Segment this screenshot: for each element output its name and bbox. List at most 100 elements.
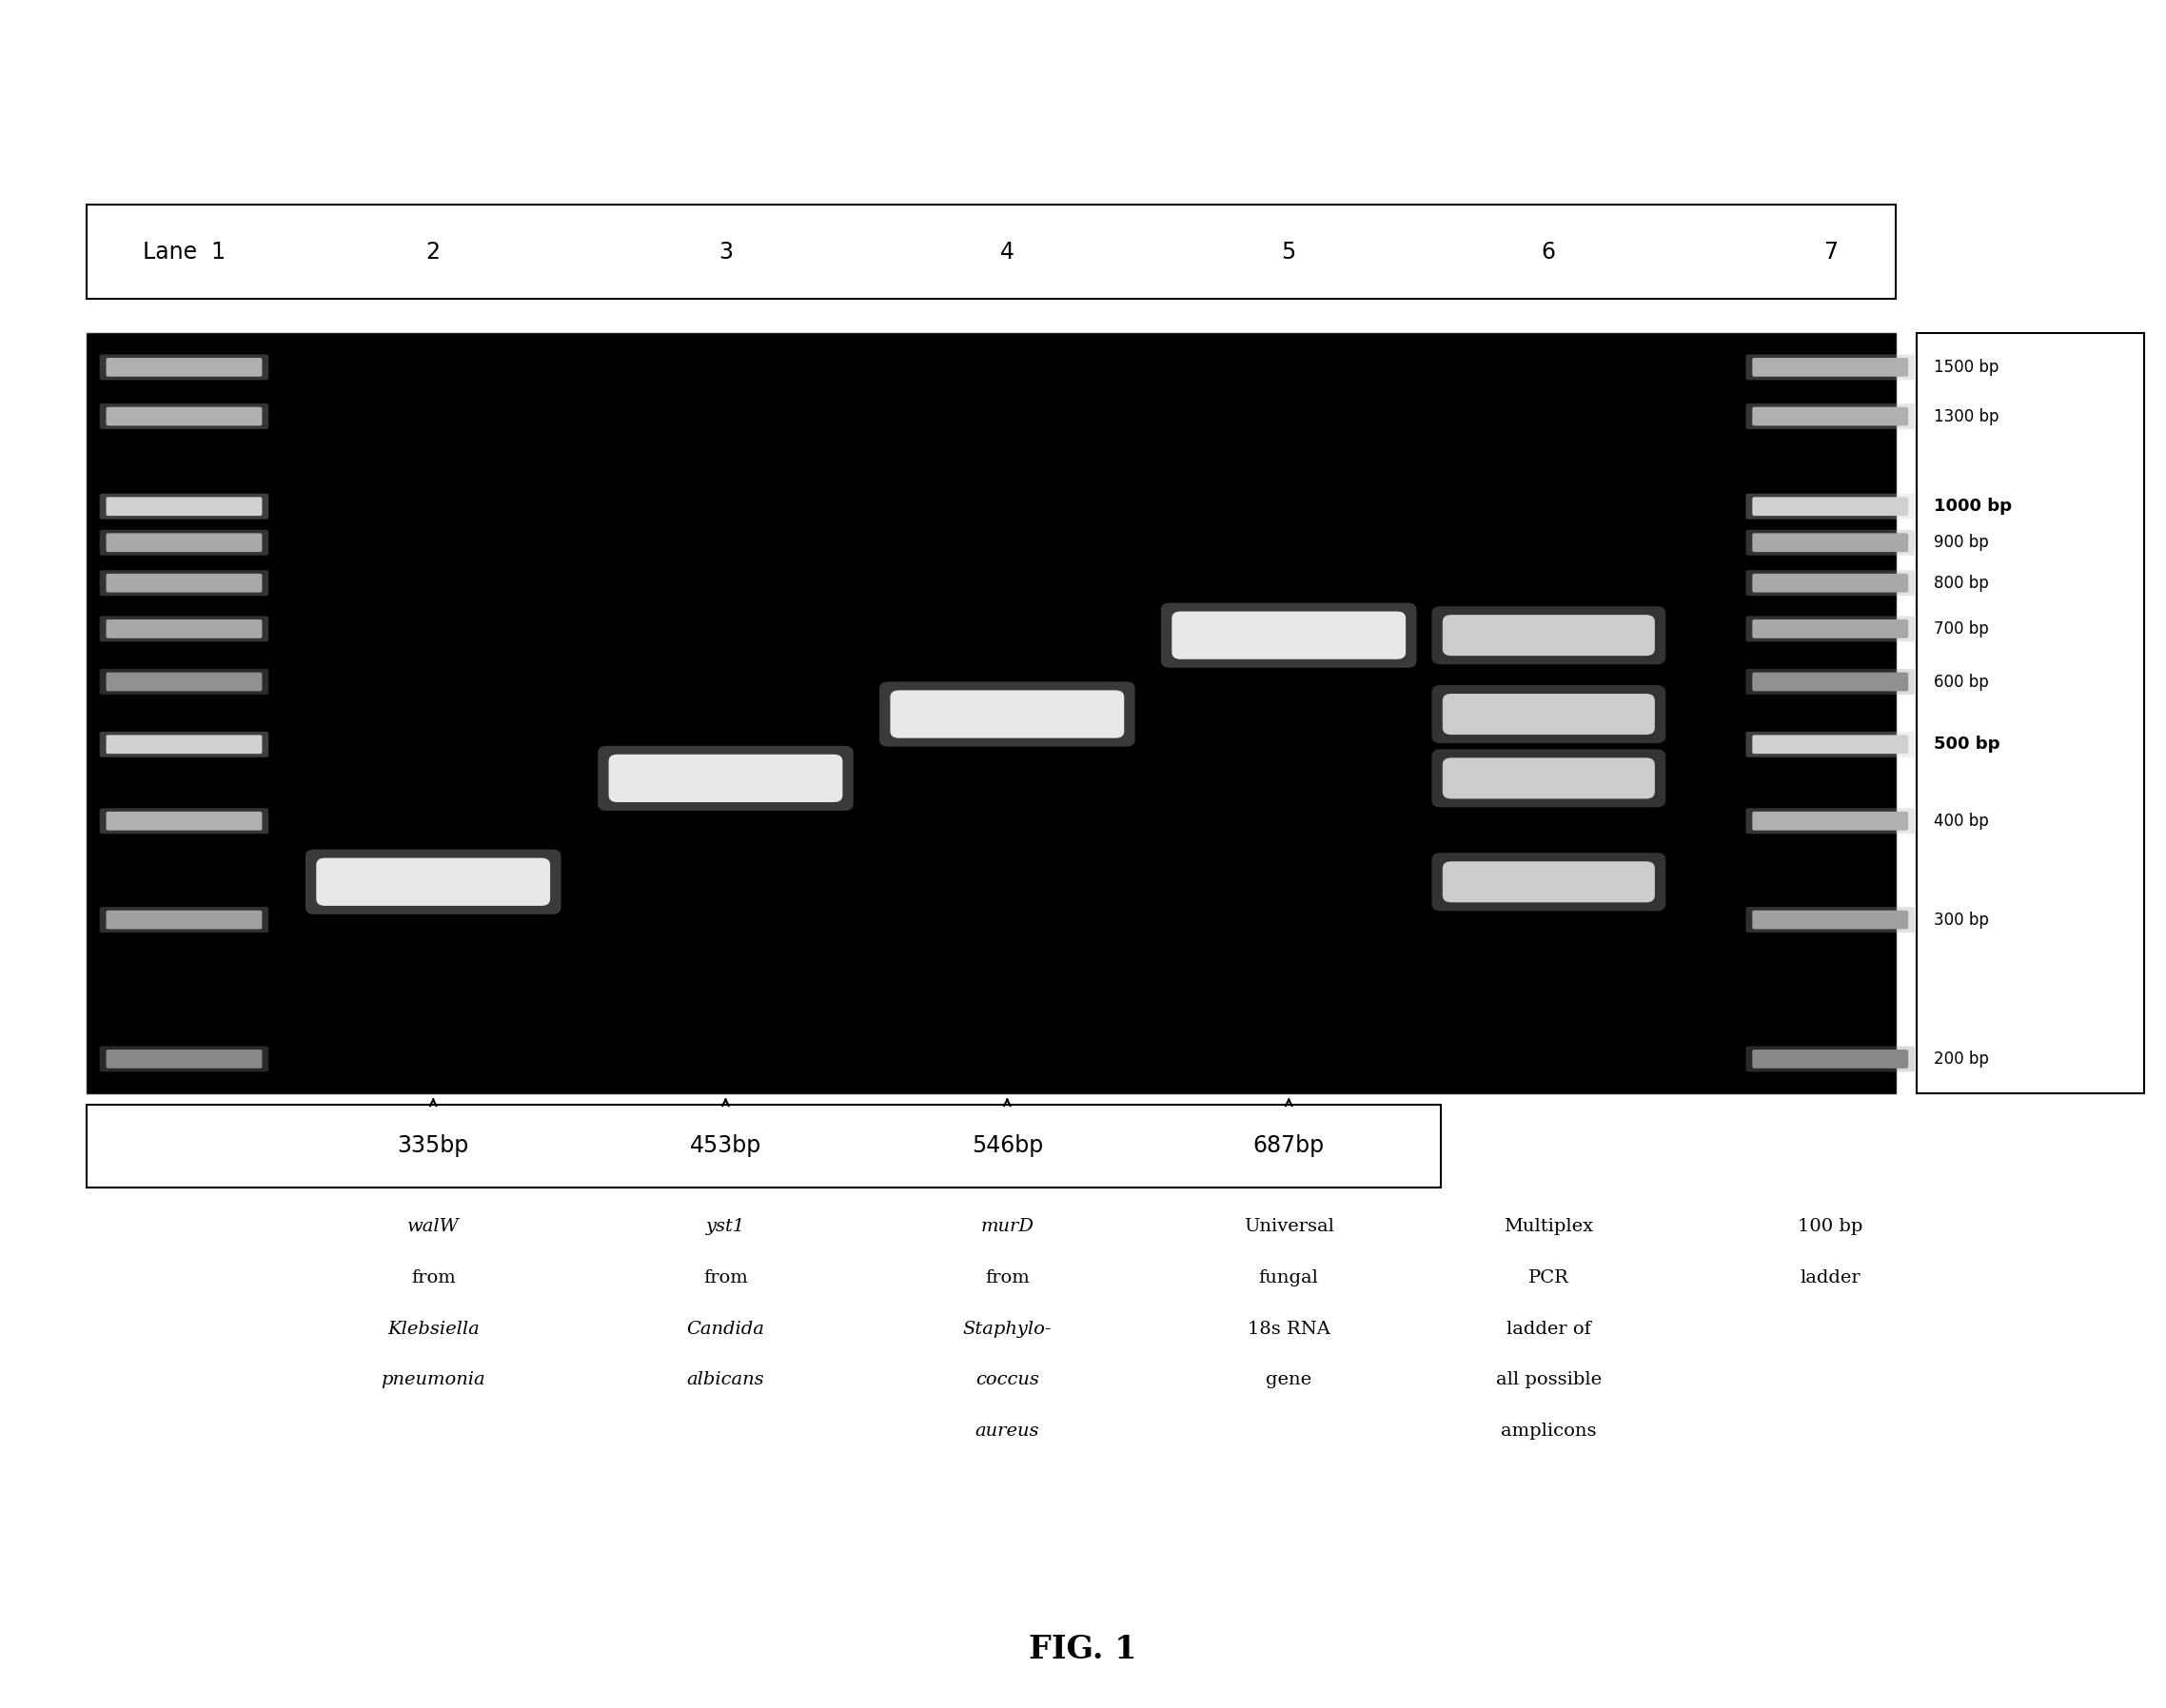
- FancyBboxPatch shape: [106, 811, 262, 830]
- FancyBboxPatch shape: [1432, 606, 1666, 664]
- FancyBboxPatch shape: [106, 673, 262, 692]
- Text: 400 bp: 400 bp: [1934, 813, 1988, 830]
- FancyBboxPatch shape: [106, 910, 262, 929]
- Text: 800 bp: 800 bp: [1934, 574, 1988, 591]
- Text: amplicons: amplicons: [1501, 1423, 1596, 1440]
- FancyBboxPatch shape: [106, 734, 262, 753]
- FancyBboxPatch shape: [100, 570, 269, 596]
- Text: FIG. 1: FIG. 1: [1029, 1635, 1137, 1665]
- FancyBboxPatch shape: [1432, 852, 1666, 910]
- Text: 700 bp: 700 bp: [1934, 620, 1988, 637]
- FancyBboxPatch shape: [106, 574, 262, 593]
- Text: yst1: yst1: [706, 1218, 745, 1235]
- FancyBboxPatch shape: [879, 681, 1135, 746]
- FancyBboxPatch shape: [1432, 685, 1666, 743]
- FancyBboxPatch shape: [100, 731, 269, 757]
- FancyBboxPatch shape: [106, 1049, 262, 1069]
- FancyBboxPatch shape: [1746, 617, 1915, 642]
- FancyBboxPatch shape: [100, 354, 269, 379]
- Text: 1000 bp: 1000 bp: [1934, 497, 2012, 516]
- Text: 6: 6: [1542, 241, 1555, 263]
- FancyBboxPatch shape: [1746, 403, 1915, 429]
- Text: 335bp: 335bp: [396, 1134, 470, 1158]
- Text: 18s RNA: 18s RNA: [1248, 1320, 1330, 1337]
- FancyBboxPatch shape: [1752, 811, 1908, 830]
- Text: 2: 2: [427, 241, 440, 263]
- Text: fungal: fungal: [1258, 1269, 1319, 1286]
- Text: 1300 bp: 1300 bp: [1934, 408, 1999, 425]
- Text: 546bp: 546bp: [970, 1134, 1044, 1158]
- FancyBboxPatch shape: [1752, 407, 1908, 425]
- FancyBboxPatch shape: [1752, 533, 1908, 552]
- FancyBboxPatch shape: [106, 620, 262, 639]
- Text: 300 bp: 300 bp: [1934, 910, 1988, 929]
- FancyBboxPatch shape: [106, 497, 262, 516]
- FancyBboxPatch shape: [1432, 750, 1666, 808]
- FancyBboxPatch shape: [1752, 357, 1908, 376]
- FancyBboxPatch shape: [1443, 693, 1655, 734]
- FancyBboxPatch shape: [1443, 758, 1655, 799]
- FancyBboxPatch shape: [100, 494, 269, 519]
- Text: 500 bp: 500 bp: [1934, 736, 2001, 753]
- Text: ladder: ladder: [1800, 1269, 1861, 1286]
- FancyBboxPatch shape: [1746, 731, 1915, 757]
- FancyBboxPatch shape: [106, 357, 262, 376]
- Text: Multiplex: Multiplex: [1503, 1218, 1594, 1235]
- FancyBboxPatch shape: [598, 746, 853, 811]
- Text: 5: 5: [1282, 241, 1295, 263]
- Text: walW: walW: [407, 1218, 459, 1235]
- Text: Lane  1: Lane 1: [143, 241, 225, 263]
- Text: albicans: albicans: [687, 1372, 765, 1389]
- FancyBboxPatch shape: [1752, 673, 1908, 692]
- Text: ladder of: ladder of: [1505, 1320, 1592, 1337]
- Text: coccus: coccus: [975, 1372, 1040, 1389]
- FancyBboxPatch shape: [1746, 808, 1915, 834]
- FancyBboxPatch shape: [87, 205, 1895, 299]
- Text: murD: murD: [981, 1218, 1033, 1235]
- FancyBboxPatch shape: [1752, 1049, 1908, 1069]
- Text: 687bp: 687bp: [1252, 1134, 1326, 1158]
- FancyBboxPatch shape: [1752, 734, 1908, 753]
- FancyBboxPatch shape: [1752, 620, 1908, 639]
- FancyBboxPatch shape: [1917, 333, 2144, 1093]
- Text: PCR: PCR: [1529, 1269, 1568, 1286]
- FancyBboxPatch shape: [1746, 1045, 1915, 1073]
- FancyBboxPatch shape: [100, 617, 269, 642]
- Text: aureus: aureus: [975, 1423, 1040, 1440]
- FancyBboxPatch shape: [1172, 611, 1406, 659]
- FancyBboxPatch shape: [106, 533, 262, 552]
- FancyBboxPatch shape: [100, 808, 269, 834]
- FancyBboxPatch shape: [1443, 861, 1655, 902]
- FancyBboxPatch shape: [609, 755, 843, 803]
- Text: 200 bp: 200 bp: [1934, 1050, 1988, 1068]
- Text: Klebsiella: Klebsiella: [388, 1320, 479, 1337]
- FancyBboxPatch shape: [1746, 529, 1915, 555]
- Text: 7: 7: [1824, 241, 1837, 263]
- Text: pneumonia: pneumonia: [381, 1372, 485, 1389]
- Text: 4: 4: [1001, 241, 1014, 263]
- FancyBboxPatch shape: [1746, 570, 1915, 596]
- FancyBboxPatch shape: [890, 690, 1124, 738]
- FancyBboxPatch shape: [1443, 615, 1655, 656]
- Text: Candida: Candida: [687, 1320, 765, 1337]
- Text: Staphylo-: Staphylo-: [962, 1320, 1053, 1337]
- Text: Universal: Universal: [1243, 1218, 1334, 1235]
- FancyBboxPatch shape: [100, 670, 269, 695]
- Text: gene: gene: [1265, 1372, 1313, 1389]
- FancyBboxPatch shape: [87, 333, 1895, 1093]
- FancyBboxPatch shape: [100, 529, 269, 555]
- Text: 100 bp: 100 bp: [1798, 1218, 1863, 1235]
- FancyBboxPatch shape: [106, 407, 262, 425]
- Text: from: from: [704, 1269, 747, 1286]
- FancyBboxPatch shape: [1746, 907, 1915, 933]
- FancyBboxPatch shape: [100, 1045, 269, 1073]
- FancyBboxPatch shape: [1161, 603, 1417, 668]
- Text: from: from: [412, 1269, 455, 1286]
- FancyBboxPatch shape: [1752, 497, 1908, 516]
- Text: from: from: [986, 1269, 1029, 1286]
- Text: 900 bp: 900 bp: [1934, 535, 1988, 552]
- FancyBboxPatch shape: [316, 857, 550, 905]
- Text: 600 bp: 600 bp: [1934, 673, 1988, 690]
- FancyBboxPatch shape: [87, 1105, 1440, 1187]
- Text: 1500 bp: 1500 bp: [1934, 359, 1999, 376]
